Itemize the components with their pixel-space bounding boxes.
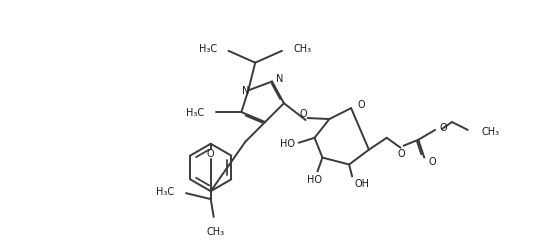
Text: O: O bbox=[207, 149, 215, 159]
Text: O: O bbox=[300, 109, 307, 119]
Text: O: O bbox=[357, 100, 365, 110]
Text: H₃C: H₃C bbox=[186, 108, 204, 118]
Text: OH: OH bbox=[354, 179, 369, 189]
Text: O: O bbox=[397, 149, 405, 159]
Text: N: N bbox=[276, 75, 283, 85]
Text: CH₃: CH₃ bbox=[294, 44, 312, 54]
Text: H₃C: H₃C bbox=[199, 44, 217, 54]
Text: O: O bbox=[439, 123, 447, 133]
Text: H₃C: H₃C bbox=[156, 187, 174, 197]
Text: O: O bbox=[428, 156, 436, 166]
Text: CH₃: CH₃ bbox=[206, 227, 225, 237]
Text: N: N bbox=[242, 86, 249, 96]
Text: HO: HO bbox=[307, 175, 322, 185]
Text: HO: HO bbox=[280, 139, 295, 149]
Text: CH₃: CH₃ bbox=[481, 127, 500, 137]
